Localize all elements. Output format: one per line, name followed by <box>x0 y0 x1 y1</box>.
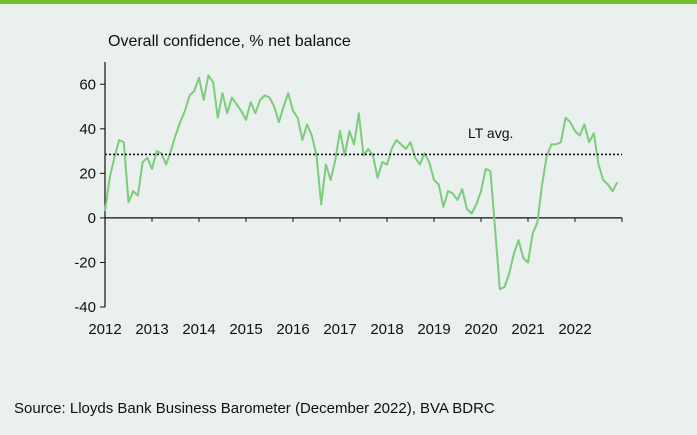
confidence-series-line <box>104 74 619 291</box>
x-tick-label: 2012 <box>88 321 121 338</box>
y-tick-label: 0 <box>88 210 96 227</box>
x-tick-label: 2019 <box>417 321 450 338</box>
top-accent-rule <box>0 0 697 4</box>
chart-title: Overall confidence, % net balance <box>108 33 351 50</box>
x-tick-label: 2021 <box>511 321 544 338</box>
lt-average-label: LT avg. <box>468 125 513 141</box>
x-tick-label: 2018 <box>370 321 403 338</box>
x-tick-label: 2017 <box>323 321 356 338</box>
y-tick-label: 40 <box>79 121 96 138</box>
y-tick-label: 60 <box>79 76 96 93</box>
x-tick-label: 2013 <box>135 321 168 338</box>
y-tick-label: -40 <box>74 299 96 316</box>
y-tick-label: -20 <box>74 254 96 271</box>
y-tick-label: 20 <box>79 165 96 182</box>
source-note: Source: Lloyds Bank Business Barometer (… <box>14 400 495 417</box>
x-tick-label: 2014 <box>182 321 215 338</box>
x-tick-label: 2020 <box>464 321 497 338</box>
x-tick-label: 2016 <box>276 321 309 338</box>
x-tick-label: 2022 <box>558 321 591 338</box>
x-tick-label: 2015 <box>229 321 262 338</box>
